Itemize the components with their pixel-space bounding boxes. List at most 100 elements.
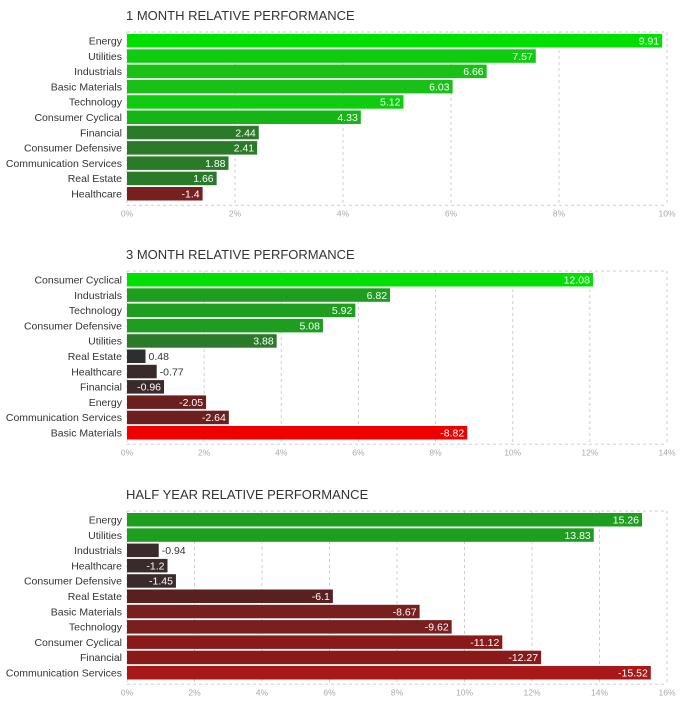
- bar-consumer-cyclical: [127, 273, 593, 287]
- axis-tick-label: 10%: [658, 208, 675, 218]
- chart-title-1-month: 1 MONTH RELATIVE PERFORMANCE: [126, 8, 355, 23]
- category-label: Energy: [89, 36, 123, 48]
- category-label: Communication Services: [6, 668, 122, 680]
- value-label: -8.82: [440, 428, 464, 440]
- bar-energy: [127, 34, 663, 48]
- category-label: Energy: [89, 397, 123, 409]
- value-label: -0.94: [162, 545, 186, 557]
- bar-real-estate: [127, 171, 217, 186]
- category-label: Technology: [69, 305, 123, 317]
- value-label: -0.96: [137, 382, 161, 394]
- value-label: 12.08: [564, 275, 590, 287]
- category-label: Industrials: [74, 66, 122, 78]
- value-label: -15.52: [618, 668, 648, 680]
- bar-technology: [127, 303, 356, 318]
- category-label: Energy: [89, 515, 123, 527]
- bar-consumer-defensive: [127, 318, 323, 333]
- category-label: Industrials: [74, 545, 122, 557]
- value-label: 0.48: [149, 351, 170, 363]
- bar-industrials: [127, 288, 391, 302]
- bar-financial: [127, 125, 259, 140]
- bar-energy: [127, 513, 643, 527]
- category-label: Financial: [80, 382, 122, 394]
- value-label: -2.05: [179, 397, 203, 409]
- axis-tick-label: 6%: [323, 687, 336, 697]
- bar-real-estate: [127, 349, 146, 363]
- value-label: -6.1: [312, 591, 330, 603]
- axis-tick-label: 8%: [553, 208, 566, 218]
- category-label: Consumer Defensive: [24, 143, 122, 155]
- value-label: -11.12: [470, 637, 499, 649]
- value-label: -0.77: [160, 366, 184, 378]
- value-label: 7.57: [512, 51, 533, 63]
- category-label: Utilities: [88, 530, 122, 542]
- value-label: 15.26: [613, 515, 639, 527]
- bar-consumer-cyclical: [127, 110, 361, 124]
- axis-tick-label: 0%: [121, 447, 134, 457]
- axis-tick-label: 12%: [523, 687, 540, 697]
- value-label: 5.12: [380, 97, 401, 109]
- bar-utilities: [127, 334, 277, 348]
- bar-industrials: [127, 64, 487, 79]
- value-label: 5.92: [332, 305, 353, 317]
- bar-utilities: [127, 528, 594, 542]
- bar-consumer-defensive: [127, 141, 258, 155]
- value-label: 4.33: [337, 112, 358, 124]
- value-label: 5.08: [300, 320, 321, 332]
- category-label: Utilities: [88, 51, 122, 63]
- category-label: Consumer Defensive: [24, 320, 122, 332]
- axis-tick-label: 14%: [658, 447, 675, 457]
- bar-basic-materials: [127, 426, 468, 440]
- axis-tick-label: 4%: [256, 687, 269, 697]
- axis-tick-label: 8%: [391, 687, 404, 697]
- category-label: Financial: [80, 127, 122, 139]
- bar-healthcare: [127, 558, 168, 573]
- value-label: -1.45: [149, 576, 173, 588]
- value-label: 6.66: [463, 66, 484, 78]
- axis-tick-label: 0%: [121, 687, 134, 697]
- axis-tick-label: 0%: [121, 208, 134, 218]
- value-label: 3.88: [253, 336, 274, 348]
- category-label: Basic Materials: [51, 606, 122, 618]
- value-label: -12.27: [508, 652, 538, 664]
- bar-financial: [127, 650, 542, 665]
- bar-financial: [127, 380, 165, 394]
- axis-tick-label: 16%: [658, 687, 675, 697]
- value-label: -8.67: [393, 606, 417, 618]
- category-label: Basic Materials: [51, 81, 122, 93]
- category-label: Consumer Cyclical: [34, 112, 122, 124]
- bar-energy: [127, 395, 207, 409]
- category-label: Industrials: [74, 290, 122, 302]
- value-label: -2.64: [202, 412, 226, 424]
- bar-communication-services: [127, 666, 651, 680]
- category-label: Healthcare: [71, 366, 122, 378]
- value-label: 1.66: [193, 173, 214, 185]
- category-label: Utilities: [88, 336, 122, 348]
- category-label: Real Estate: [68, 591, 122, 603]
- value-label: -1.4: [182, 189, 200, 201]
- value-label: -1.2: [146, 560, 164, 572]
- value-label: 6.03: [429, 81, 450, 93]
- bar-industrials: [127, 543, 159, 558]
- value-label: 2.44: [235, 127, 256, 139]
- category-label: Real Estate: [68, 173, 122, 185]
- bar-technology: [127, 620, 452, 634]
- category-label: Communication Services: [6, 158, 122, 170]
- axis-tick-label: 8%: [429, 447, 442, 457]
- bar-real-estate: [127, 589, 333, 603]
- bar-utilities: [127, 49, 536, 63]
- category-label: Communication Services: [6, 412, 122, 424]
- value-label: 2.41: [234, 143, 255, 155]
- axis-tick-label: 2%: [188, 687, 201, 697]
- bar-healthcare: [127, 364, 157, 379]
- category-label: Technology: [69, 622, 123, 634]
- category-label: Basic Materials: [51, 428, 122, 440]
- bar-healthcare: [127, 187, 203, 201]
- axis-tick-label: 4%: [337, 208, 350, 218]
- category-label: Consumer Cyclical: [34, 275, 122, 287]
- value-label: 9.91: [639, 36, 660, 48]
- category-label: Consumer Defensive: [24, 576, 122, 588]
- bar-consumer-cyclical: [127, 635, 503, 649]
